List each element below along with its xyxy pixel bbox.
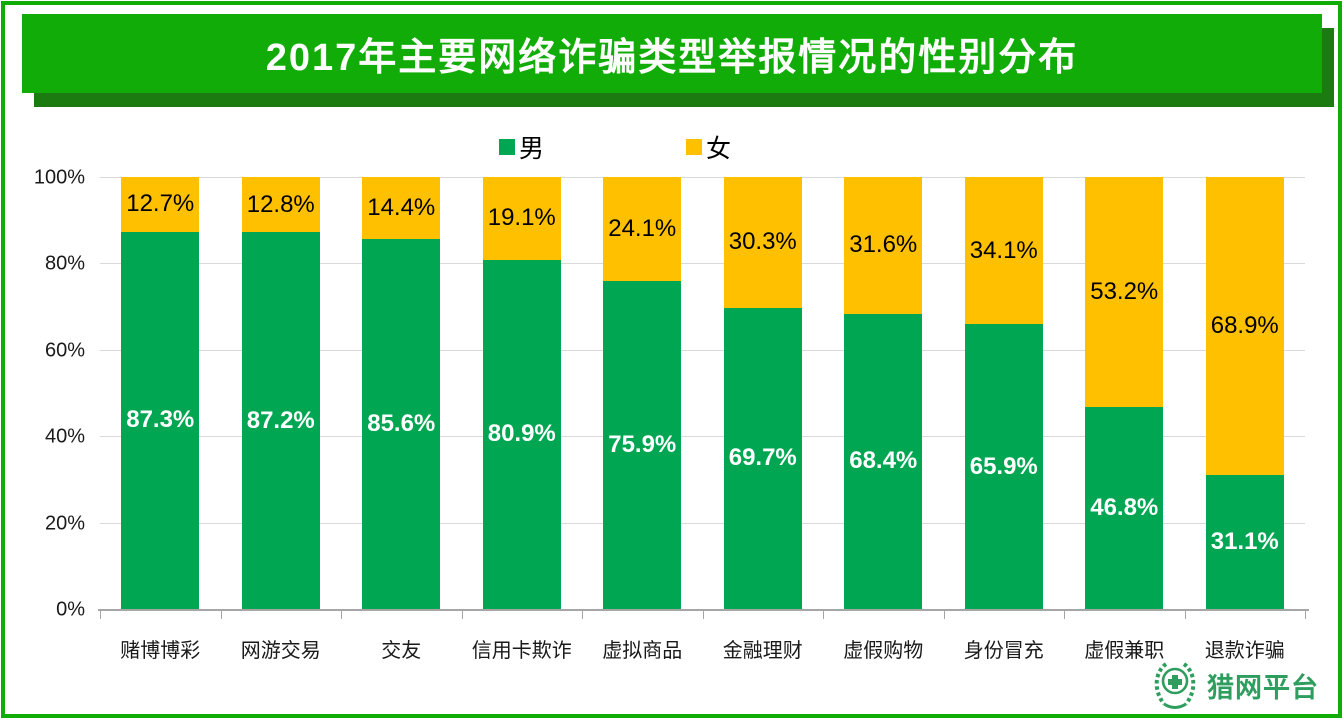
logo-text: 猎网平台 xyxy=(1207,672,1319,703)
title-banner: 2017年主要网络诈骗类型举报情况的性别分布 xyxy=(22,14,1322,93)
x-axis-tick xyxy=(341,611,342,619)
male-segment xyxy=(1085,406,1164,609)
female-value-label: 53.2% xyxy=(1090,277,1159,305)
category-label: 网游交易 xyxy=(240,640,321,662)
male-value-label: 87.2% xyxy=(246,406,315,434)
male-legend-label: 男 xyxy=(519,135,545,163)
bar-group xyxy=(603,177,682,609)
female-value-label: 30.3% xyxy=(728,228,797,256)
male-segment xyxy=(723,307,802,609)
female-value-label: 34.1% xyxy=(969,236,1038,264)
female-legend-swatch xyxy=(686,139,702,155)
category-label: 信用卡欺诈 xyxy=(471,640,572,662)
category-label: 虚拟商品 xyxy=(602,640,683,662)
bar-group xyxy=(482,177,561,609)
category-label: 退款诈骗 xyxy=(1204,640,1285,662)
male-value-label: 85.6% xyxy=(367,410,436,438)
gridline xyxy=(100,263,1305,265)
y-tick-label: 40% xyxy=(44,425,85,448)
bar-group xyxy=(964,177,1043,609)
gridline xyxy=(100,436,1305,438)
category-label: 交友 xyxy=(381,640,422,662)
x-axis-line xyxy=(98,609,1309,611)
female-segment xyxy=(603,177,682,282)
male-value-label: 68.4% xyxy=(849,447,918,475)
bar-group xyxy=(844,177,923,609)
category-label: 金融理财 xyxy=(722,640,803,662)
x-axis-tick xyxy=(1184,611,1186,619)
y-tick-label: 0% xyxy=(56,598,85,621)
gridline xyxy=(100,522,1305,524)
male-value-label: 31.1% xyxy=(1210,527,1279,555)
page-title: 2017年主要网络诈骗类型举报情况的性别分布 xyxy=(265,37,1079,79)
female-segment xyxy=(482,177,561,260)
male-value-label: 69.7% xyxy=(728,444,797,472)
bar-group xyxy=(362,177,441,609)
x-axis-tick xyxy=(582,611,583,619)
male-segment xyxy=(121,231,200,609)
bar-group xyxy=(1085,177,1164,609)
male-segment xyxy=(964,324,1043,609)
y-tick-label: 60% xyxy=(44,339,85,362)
female-segment xyxy=(241,177,320,233)
female-segment xyxy=(362,177,441,240)
male-value-label: 46.8% xyxy=(1090,493,1159,521)
female-value-label: 14.4% xyxy=(367,194,436,222)
female-value-label: 12.8% xyxy=(246,190,315,218)
female-value-label: 24.1% xyxy=(608,215,677,243)
male-value-label: 80.9% xyxy=(487,420,556,448)
bar-group xyxy=(121,177,200,609)
male-value-label: 75.9% xyxy=(608,431,677,459)
bar-group xyxy=(723,177,802,609)
category-label: 虚假购物 xyxy=(843,640,924,662)
x-axis-tick xyxy=(461,611,463,619)
male-value-label: 65.9% xyxy=(969,452,1038,480)
female-segment xyxy=(964,177,1043,325)
male-segment xyxy=(844,313,923,609)
female-segment xyxy=(723,177,802,308)
legend-item-female: 女 xyxy=(686,129,731,165)
male-segment xyxy=(482,259,561,609)
female-segment xyxy=(1085,177,1164,407)
laurel-emblem-icon xyxy=(1154,662,1196,709)
male-segment xyxy=(241,232,320,609)
y-tick-label: 80% xyxy=(44,252,85,275)
category-label: 赌博博彩 xyxy=(120,640,201,662)
x-axis-tick xyxy=(1064,611,1065,619)
x-axis-tick xyxy=(100,611,101,619)
legend-item-male: 男 xyxy=(499,129,544,165)
female-legend-label: 女 xyxy=(706,135,732,163)
female-segment xyxy=(1205,177,1284,475)
category-label: 身份冒充 xyxy=(963,640,1044,662)
logo: 猎网平台 xyxy=(1152,660,1319,710)
male-segment xyxy=(603,281,682,609)
bar-group xyxy=(241,177,320,609)
y-tick-label: 100% xyxy=(33,166,85,189)
category-label: 虚假兼职 xyxy=(1084,640,1165,662)
x-axis-tick xyxy=(823,611,824,619)
male-segment xyxy=(1205,474,1284,609)
female-segment xyxy=(844,177,923,314)
female-value-label: 12.7% xyxy=(126,190,195,218)
y-tick-label: 20% xyxy=(44,512,85,535)
x-axis-tick xyxy=(943,611,945,619)
female-value-label: 68.9% xyxy=(1210,311,1279,339)
male-segment xyxy=(362,239,441,609)
male-legend-swatch xyxy=(499,139,515,155)
bar-group xyxy=(1205,177,1284,609)
male-value-label: 87.3% xyxy=(126,406,195,434)
female-value-label: 31.6% xyxy=(849,231,918,259)
gridline xyxy=(100,177,1305,178)
x-axis-tick xyxy=(702,611,704,619)
gridline xyxy=(100,349,1305,351)
female-segment xyxy=(121,177,200,232)
x-axis-tick xyxy=(220,611,222,619)
female-value-label: 19.1% xyxy=(487,204,556,232)
x-axis-tick xyxy=(1305,611,1306,619)
